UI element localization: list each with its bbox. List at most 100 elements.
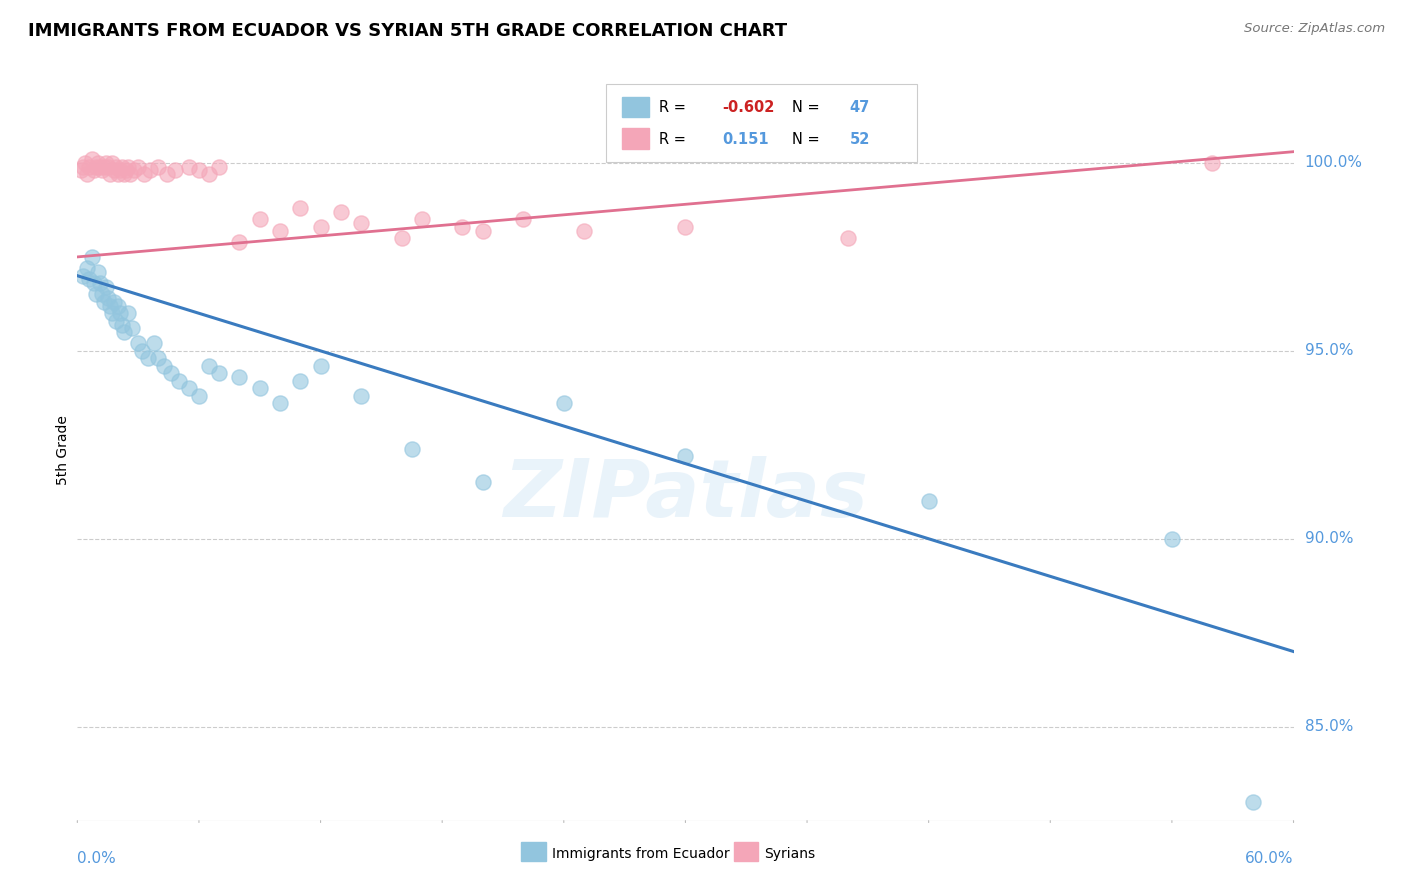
Point (131, 343, 153, 358)
Point (76, 261, 98, 276)
Point (1201, 156, 1223, 170)
Text: -0.602: -0.602 (721, 100, 775, 115)
Text: 85.0%: 85.0% (1305, 719, 1353, 734)
Point (94, 280, 117, 294)
Text: N =: N = (793, 132, 820, 147)
Text: N =: N = (793, 100, 820, 115)
Point (177, 160, 200, 174)
Point (228, 370, 250, 384)
FancyBboxPatch shape (606, 84, 917, 161)
Point (86, 265, 108, 279)
Point (103, 163, 125, 178)
Point (155, 167, 177, 181)
Point (107, 299, 129, 313)
Point (93, 295, 115, 310)
Point (512, 212, 534, 227)
Point (269, 396, 291, 410)
Point (112, 167, 135, 181)
Point (111, 160, 134, 174)
Point (76, 167, 98, 181)
Point (167, 374, 190, 388)
Point (471, 224, 494, 238)
Point (127, 336, 149, 351)
Point (139, 163, 162, 178)
Point (198, 167, 221, 181)
Point (198, 359, 221, 373)
Point (115, 163, 138, 178)
Point (83, 277, 105, 291)
Point (143, 336, 166, 351)
Point (70, 163, 93, 178)
Point (89, 277, 111, 291)
Text: Source: ZipAtlas.com: Source: ZipAtlas.com (1244, 22, 1385, 36)
Point (675, 219, 697, 234)
Point (93, 160, 115, 174)
Point (108, 306, 131, 320)
Point (117, 160, 139, 174)
Point (1241, 795, 1264, 809)
Point (104, 314, 127, 328)
Text: 0.151: 0.151 (721, 132, 769, 147)
Text: R =: R = (658, 100, 686, 115)
Point (329, 204, 352, 219)
Point (79, 160, 101, 174)
Point (148, 351, 170, 366)
Point (153, 359, 176, 373)
Text: IMMIGRANTS FROM ECUADOR VS SYRIAN 5TH GRADE CORRELATION CHART: IMMIGRANTS FROM ECUADOR VS SYRIAN 5TH GR… (28, 22, 787, 40)
Text: Syrians: Syrians (765, 847, 815, 861)
Point (101, 156, 124, 170)
Point (134, 167, 156, 181)
Text: 90.0%: 90.0% (1305, 532, 1353, 546)
Point (94, 156, 117, 170)
Text: Immigrants from Ecuador: Immigrants from Ecuador (551, 847, 730, 861)
Point (79, 272, 101, 286)
Point (553, 396, 575, 410)
Point (103, 295, 125, 310)
Bar (623, 96, 650, 117)
Point (75, 156, 97, 170)
Point (98, 299, 121, 313)
Point (127, 160, 149, 174)
Point (136, 351, 159, 366)
Point (208, 367, 231, 381)
Point (122, 163, 145, 178)
Point (80, 152, 103, 166)
Point (118, 167, 141, 181)
Point (188, 163, 211, 178)
Point (350, 216, 373, 230)
Text: 100.0%: 100.0% (1305, 155, 1362, 170)
Point (80, 250, 103, 264)
Text: 47: 47 (849, 100, 870, 115)
Point (471, 475, 494, 490)
Point (121, 321, 143, 335)
Point (83, 163, 105, 178)
Bar (522, 842, 546, 862)
Point (572, 224, 595, 238)
Point (188, 389, 211, 403)
Point (208, 160, 231, 174)
Point (411, 212, 433, 227)
Point (84, 160, 107, 174)
Point (918, 494, 941, 508)
Point (290, 374, 312, 388)
Y-axis label: 5th Grade: 5th Grade (56, 416, 70, 485)
Point (111, 318, 134, 332)
Point (117, 306, 139, 320)
Point (228, 235, 250, 249)
Point (112, 325, 135, 339)
Point (89, 160, 111, 174)
Point (97, 291, 120, 305)
Point (101, 306, 124, 320)
Text: 60.0%: 60.0% (1246, 851, 1294, 866)
Point (269, 224, 291, 238)
Point (309, 219, 332, 234)
Text: ZIPatlas: ZIPatlas (503, 456, 868, 534)
Point (177, 381, 200, 395)
Point (391, 231, 413, 245)
Text: R =: R = (658, 132, 686, 147)
Point (98, 167, 121, 181)
Point (72, 268, 94, 283)
Point (290, 201, 312, 215)
Point (86, 156, 108, 170)
Point (90, 163, 112, 178)
